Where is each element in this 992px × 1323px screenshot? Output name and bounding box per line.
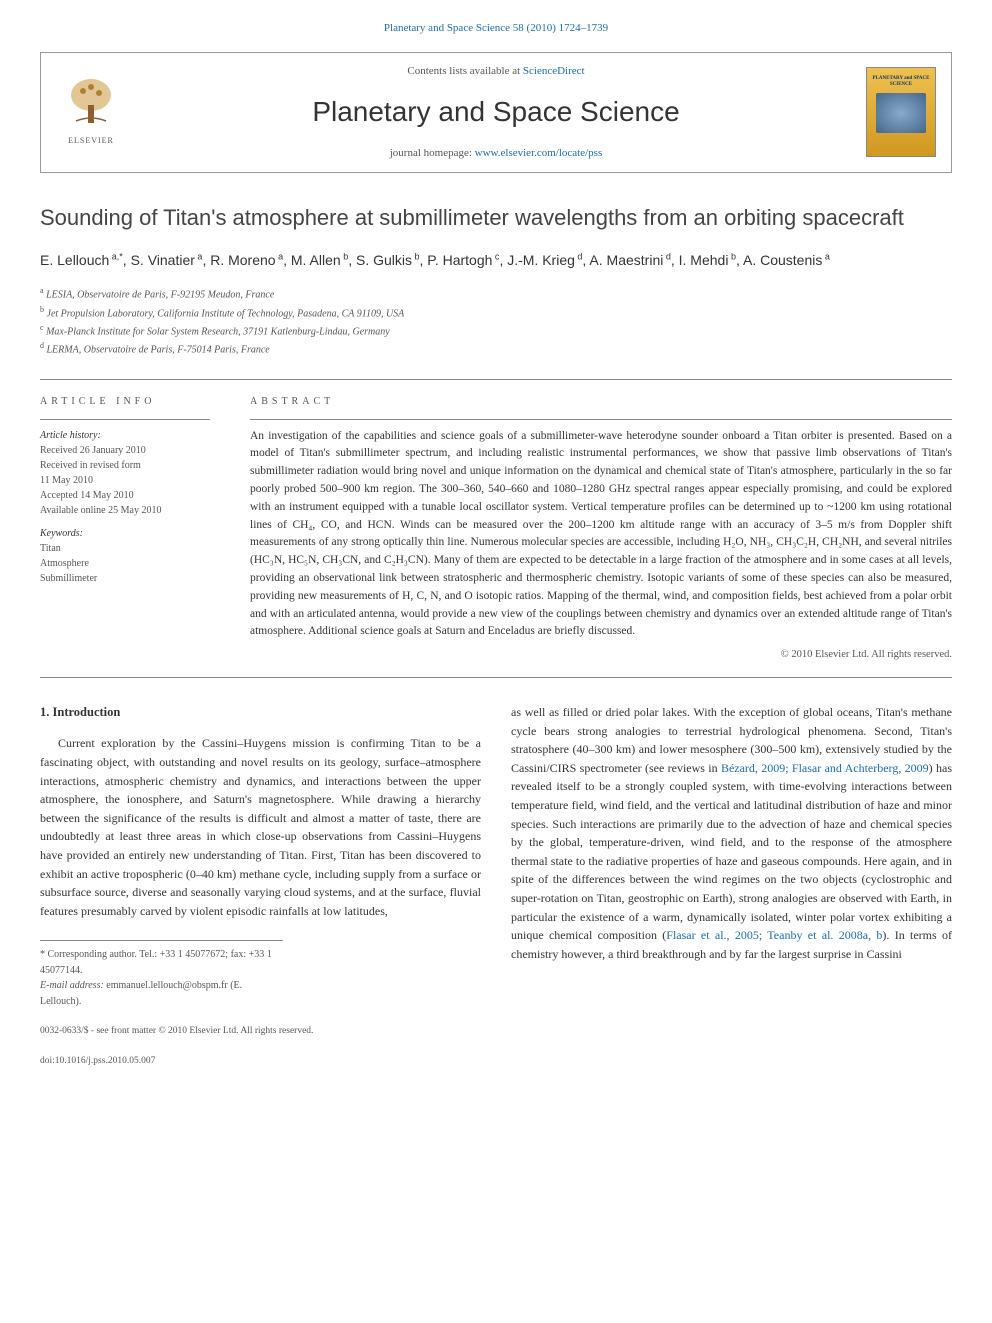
header-center: Contents lists available at ScienceDirec… [126, 63, 866, 162]
article-title: Sounding of Titan's atmosphere at submil… [40, 203, 952, 233]
homepage-prefix: journal homepage: [390, 147, 475, 159]
keyword-line: Atmosphere [40, 556, 210, 571]
elsevier-logo: ELSEVIER [56, 72, 126, 152]
body-two-column: 1. Introduction Current exploration by t… [40, 703, 952, 1069]
ref-link-bezard[interactable]: Bézard, 2009; Flasar and Achterberg, 200… [721, 761, 929, 775]
history-line: Received 26 January 2010 [40, 443, 210, 458]
footer-doi: doi:10.1016/j.pss.2010.05.007 [40, 1054, 481, 1069]
article-info-block: ARTICLE INFO Article history: Received 2… [40, 394, 220, 664]
elsevier-tree-icon [61, 77, 121, 132]
journal-citation-link[interactable]: Planetary and Space Science 58 (2010) 17… [384, 22, 608, 34]
abstract-copyright: © 2010 Elsevier Ltd. All rights reserved… [250, 647, 952, 663]
history-line: Accepted 14 May 2010 [40, 488, 210, 503]
keywords-label: Keywords: [40, 526, 210, 541]
history-line: Received in revised form [40, 458, 210, 473]
section-1-heading: 1. Introduction [40, 703, 481, 722]
abstract-block: ABSTRACT An investigation of the capabil… [250, 394, 952, 664]
journal-citation-header: Planetary and Space Science 58 (2010) 17… [40, 20, 952, 37]
journal-homepage-link[interactable]: www.elsevier.com/locate/pss [475, 147, 603, 159]
sciencedirect-link[interactable]: ScienceDirect [523, 65, 585, 77]
body-column-left: 1. Introduction Current exploration by t… [40, 703, 481, 1069]
keywords-text: TitanAtmosphereSubmillimeter [40, 541, 210, 586]
journal-header-box: ELSEVIER Contents lists available at Sci… [40, 52, 952, 173]
journal-name: Planetary and Space Science [126, 91, 866, 133]
contents-prefix: Contents lists available at [407, 65, 522, 77]
contents-lists-line: Contents lists available at ScienceDirec… [126, 63, 866, 80]
email-line: E-mail address: emmanuel.lellouch@obspm.… [40, 978, 283, 1009]
abstract-text: An investigation of the capabilities and… [250, 428, 952, 642]
affiliation-line: a LESIA, Observatoire de Paris, F-92195 … [40, 285, 952, 303]
affiliation-line: d LERMA, Observatoire de Paris, F-75014 … [40, 340, 952, 358]
body-column-right: as well as filled or dried polar lakes. … [511, 703, 952, 1069]
email-label: E-mail address: [40, 980, 104, 991]
history-line: Available online 25 May 2010 [40, 503, 210, 518]
affiliation-line: b Jet Propulsion Laboratory, California … [40, 304, 952, 322]
intro-paragraph-1: Current exploration by the Cassini–Huyge… [40, 734, 481, 920]
journal-cover-thumb: PLANETARY and SPACE SCIENCE [866, 67, 936, 157]
abstract-heading: ABSTRACT [250, 394, 952, 409]
keyword-line: Titan [40, 541, 210, 556]
elsevier-label: ELSEVIER [68, 135, 114, 147]
affiliation-line: c Max-Planck Institute for Solar System … [40, 322, 952, 340]
authors-list: E. Lellouch a,*, S. Vinatier a, R. Moren… [40, 250, 952, 271]
corresponding-author-footnote: * Corresponding author. Tel.: +33 1 4507… [40, 940, 283, 1009]
history-text: Received 26 January 2010Received in revi… [40, 443, 210, 518]
cover-title: PLANETARY and SPACE SCIENCE [867, 76, 935, 87]
info-abstract-row: ARTICLE INFO Article history: Received 2… [40, 379, 952, 679]
intro-paragraph-1-cont: as well as filled or dried polar lakes. … [511, 703, 952, 963]
article-info-heading: ARTICLE INFO [40, 394, 210, 409]
ref-link-flasar[interactable]: Flasar et al., 2005; Teanby et al. 2008a… [666, 928, 882, 942]
history-label: Article history: [40, 428, 210, 443]
journal-homepage-line: journal homepage: www.elsevier.com/locat… [126, 145, 866, 162]
cover-image-placeholder [876, 93, 926, 133]
footer-copyright: 0032-0633/$ - see front matter © 2010 El… [40, 1024, 481, 1039]
history-line: 11 May 2010 [40, 473, 210, 488]
keyword-line: Submillimeter [40, 571, 210, 586]
affiliations-list: a LESIA, Observatoire de Paris, F-92195 … [40, 285, 952, 358]
corresponding-line: * Corresponding author. Tel.: +33 1 4507… [40, 947, 283, 978]
